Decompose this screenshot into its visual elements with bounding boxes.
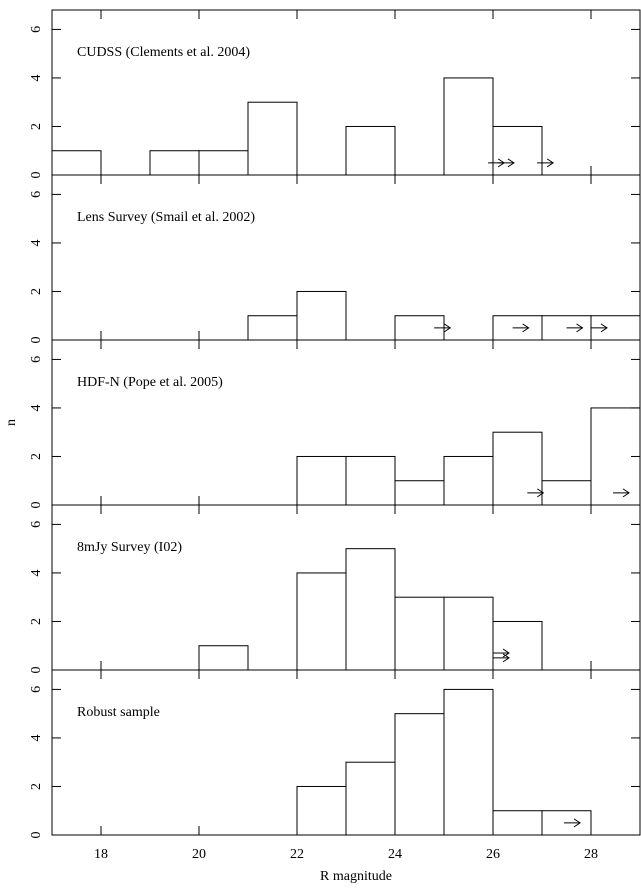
panel-title: CUDSS (Clements et al. 2004) [77, 45, 250, 60]
bar [247, 315, 298, 341]
bar [296, 455, 347, 506]
arrow-head [522, 323, 530, 333]
arrow-head [443, 323, 452, 333]
bar [345, 761, 396, 836]
lower-limit-arrow [512, 323, 530, 333]
y-tick-label: 0 [29, 502, 44, 509]
x-tick-label: 28 [584, 847, 598, 862]
bar [247, 101, 298, 176]
arrow-head [507, 158, 515, 168]
y-axis-label: n [4, 419, 19, 426]
bar [394, 713, 445, 836]
x-tick-label: 24 [388, 847, 402, 862]
y-tick-label: 6 [29, 356, 44, 363]
lower-limit-arrow [537, 158, 555, 168]
bar [394, 480, 445, 506]
arrow-head [576, 323, 584, 333]
lower-limit-arrow [613, 488, 630, 498]
bar [443, 596, 494, 671]
bar [443, 688, 494, 836]
bar [345, 548, 396, 671]
x-axis-label: R magnitude [320, 869, 392, 884]
lower-limit-arrow [591, 323, 608, 333]
y-tick-label: 2 [29, 783, 44, 790]
bar [443, 455, 494, 506]
bar [492, 620, 543, 671]
bar [541, 810, 592, 836]
bar [296, 572, 347, 671]
lower-limit-arrow [493, 653, 510, 663]
bar [443, 77, 494, 176]
y-tick-label: 4 [29, 404, 44, 411]
y-tick-label: 4 [29, 74, 44, 81]
arrow-head [573, 818, 581, 828]
x-tick-label: 26 [486, 847, 500, 862]
lower-limit-arrow [564, 818, 581, 828]
lower-limit-arrow [434, 323, 452, 333]
y-tick-label: 2 [29, 288, 44, 295]
bar [394, 596, 445, 671]
panel-title: 8mJy Survey (I02) [77, 540, 182, 555]
y-tick-label: 2 [29, 453, 44, 460]
y-tick-label: 0 [29, 832, 44, 839]
bar [296, 785, 347, 836]
y-tick-label: 4 [29, 239, 44, 246]
panel-title: Lens Survey (Smail et al. 2002) [77, 210, 255, 225]
panel-title: HDF-N (Pope et al. 2005) [77, 375, 223, 390]
bar [345, 125, 396, 176]
lower-limit-arrow [566, 323, 584, 333]
bar [198, 645, 249, 671]
bar [149, 150, 200, 176]
bar [51, 150, 102, 176]
y-tick-label: 6 [29, 521, 44, 528]
bar [492, 125, 543, 176]
y-tick-label: 6 [29, 686, 44, 693]
bar [492, 810, 543, 836]
x-tick-label: 20 [192, 847, 206, 862]
y-tick-label: 4 [29, 569, 44, 576]
bar [541, 480, 592, 506]
bar [492, 431, 543, 506]
y-tick-label: 2 [29, 618, 44, 625]
x-tick-label: 18 [94, 847, 108, 862]
lower-limit-arrow [497, 158, 515, 168]
bar [296, 290, 347, 341]
y-tick-label: 0 [29, 172, 44, 179]
y-tick-label: 6 [29, 26, 44, 33]
y-tick-label: 0 [29, 667, 44, 674]
y-tick-label: 6 [29, 191, 44, 198]
arrow-head [546, 158, 555, 168]
lower-limit-arrow [527, 488, 545, 498]
arrow-head [622, 488, 630, 498]
y-tick-label: 4 [29, 734, 44, 741]
arrow-head [502, 653, 510, 663]
arrow-head [600, 323, 608, 333]
bar [345, 455, 396, 506]
y-tick-label: 0 [29, 337, 44, 344]
bar [198, 150, 249, 176]
panel-title: Robust sample [77, 705, 160, 720]
y-tick-label: 2 [29, 123, 44, 130]
x-tick-label: 22 [290, 847, 304, 862]
arrow-head [537, 488, 545, 498]
